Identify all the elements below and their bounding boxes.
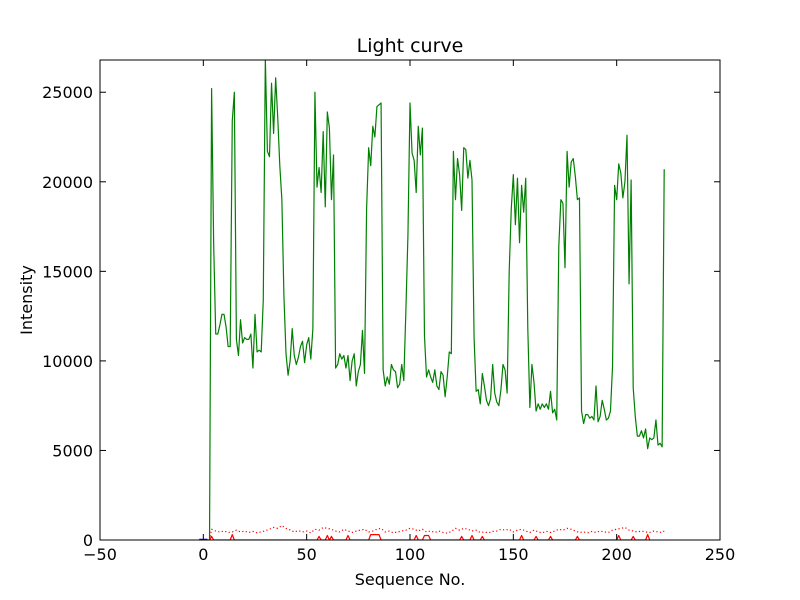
x-tick-label: 50 bbox=[296, 545, 316, 564]
y-tick-label: 10000 bbox=[42, 352, 93, 371]
ticks-layer: −50 0 50 100 150 200 2500500010000150002000025… bbox=[42, 60, 735, 564]
x-axis-label: Sequence No. bbox=[355, 570, 466, 589]
y-tick-label: 20000 bbox=[42, 173, 93, 192]
series-layer bbox=[199, 60, 665, 540]
x-tick-label: 100 bbox=[395, 545, 426, 564]
chart-title: Light curve bbox=[357, 35, 464, 57]
series-line-0 bbox=[207, 60, 665, 540]
plot-area bbox=[199, 60, 665, 540]
x-tick-label: 200 bbox=[601, 545, 632, 564]
y-tick-label: 15000 bbox=[42, 262, 93, 281]
series-line-2 bbox=[209, 534, 651, 540]
y-tick-label: 5000 bbox=[52, 441, 93, 460]
x-tick-label: −50 bbox=[83, 545, 117, 564]
x-tick-label: 150 bbox=[498, 545, 529, 564]
x-tick-label: 0 bbox=[198, 545, 208, 564]
y-axis-label: Intensity bbox=[17, 265, 36, 335]
x-tick-label: 250 bbox=[705, 545, 736, 564]
y-tick-label: 0 bbox=[83, 531, 93, 550]
y-tick-label: 25000 bbox=[42, 83, 93, 102]
